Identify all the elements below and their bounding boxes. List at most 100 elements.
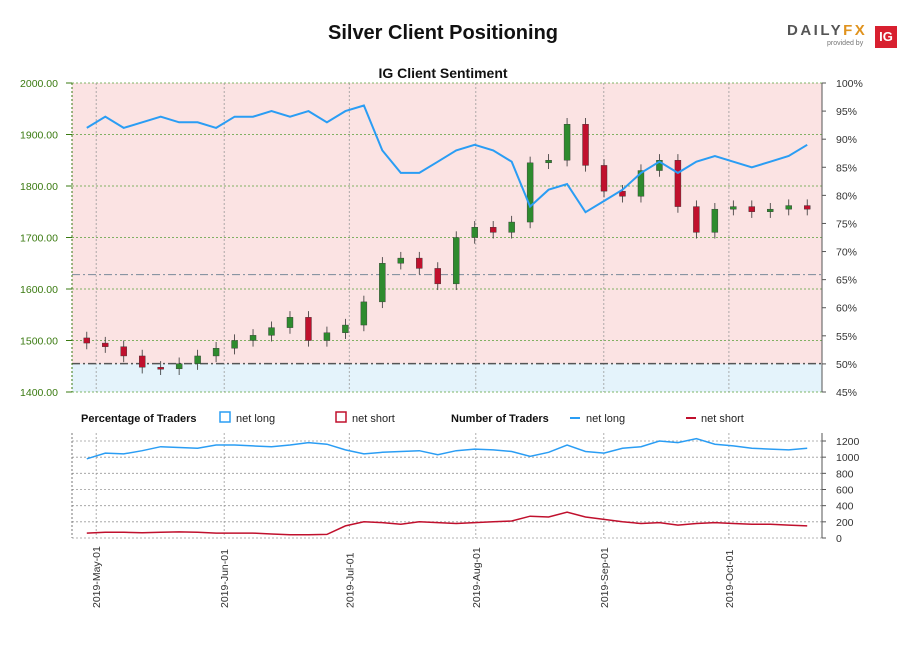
legend: Percentage of Traders net long net short…	[81, 411, 744, 425]
candle-body	[453, 237, 460, 285]
date-tick-label: 2019-Jun-01	[219, 549, 231, 608]
traders-tick-label: 200	[836, 517, 854, 529]
percent-tick-label: 100%	[836, 78, 863, 90]
logo-wordmark: DAILYFX	[787, 22, 868, 39]
date-tick-label: 2019-May-01	[91, 546, 103, 608]
date-tick-label: 2019-Oct-01	[724, 549, 736, 608]
traders-tick-label: 0	[836, 533, 842, 545]
percent-tick-label: 80%	[836, 190, 857, 202]
candle-body	[619, 190, 626, 197]
candle-body	[175, 363, 183, 370]
traders-axis-labels: 1200 1000 800 600 400 200 0	[822, 436, 860, 545]
legend-pct-title: Percentage of Traders	[81, 413, 197, 425]
dailyfx-logo: DAILYFX provided by IG	[787, 22, 899, 50]
net-short-area	[72, 83, 822, 364]
traders-tick-label: 1200	[836, 436, 860, 448]
candle-body	[416, 257, 423, 269]
date-tick-label: 2019-Aug-01	[471, 547, 483, 608]
candle-body	[138, 355, 146, 368]
candle-body	[102, 342, 109, 347]
percent-tick-label: 65%	[836, 275, 857, 287]
percent-tick-label: 60%	[836, 303, 857, 315]
candle-body	[767, 208, 774, 212]
panel-subtitle: IG Client Sentiment	[378, 65, 507, 81]
candle-body	[379, 263, 386, 303]
traders-tick-label: 400	[836, 501, 854, 513]
percent-tick-label: 95%	[836, 106, 857, 118]
candle-body	[785, 205, 792, 210]
candle-body	[804, 205, 811, 210]
net-long-traders-line	[86, 437, 808, 460]
ig-badge: IG	[875, 26, 897, 48]
candle-body	[748, 206, 756, 212]
date-tick-label: 2019-Jul-01	[344, 552, 356, 608]
candle-body	[397, 257, 405, 264]
price-tick-label: 1500.00	[20, 336, 58, 348]
candle-body	[157, 367, 164, 370]
net-long-area	[72, 363, 822, 392]
vertical-gridlines	[95, 83, 730, 538]
candle-body	[508, 221, 515, 233]
candle-body	[83, 337, 90, 344]
chart-title: Silver Client Positioning	[327, 22, 559, 44]
percent-tick-label: 50%	[836, 359, 857, 371]
percent-tick-label: 45%	[836, 387, 857, 399]
candle-body	[434, 268, 441, 285]
candle-body	[471, 226, 478, 238]
legend-pct-long-label: net long	[236, 413, 275, 425]
bottom-gridlines	[72, 440, 822, 539]
candle-body	[730, 206, 737, 210]
legend-num-title: Number of Traders	[451, 413, 549, 425]
percent-tick-label: 55%	[836, 331, 857, 343]
legend-pct-long-swatch	[219, 411, 231, 423]
candle-body	[286, 317, 294, 328]
net-long-percentage-line	[86, 104, 808, 214]
top-gridlines	[72, 82, 822, 393]
candle-body	[360, 301, 368, 326]
candle-body	[526, 162, 534, 223]
candle-body	[212, 348, 220, 357]
candle-body	[674, 160, 682, 207]
price-candles	[83, 118, 811, 376]
candle-body	[342, 324, 349, 333]
candle-body	[600, 165, 608, 192]
candle-body	[563, 123, 571, 161]
percent-tick-label: 75%	[836, 218, 857, 230]
traders-tick-label: 800	[836, 468, 854, 480]
traders-tick-label: 1000	[836, 452, 860, 464]
traders-tick-label: 600	[836, 485, 854, 497]
candle-body	[489, 226, 497, 233]
percent-tick-label: 85%	[836, 162, 857, 174]
price-tick-label: 1700.00	[20, 233, 58, 245]
price-axis-labels: 2000.00 1900.00 1800.00 1700.00 1600.00 1500.…	[20, 78, 72, 399]
logo-provided-by: provided by	[827, 40, 864, 47]
legend-num-long-label: net long	[586, 413, 625, 425]
legend-num-short-label: net short	[701, 413, 744, 425]
percent-tick-label: 90%	[836, 134, 857, 146]
percent-axis-labels: 100% 95% 90% 85% 80% 75% 70% 65% 60% 55% 50% 45%	[822, 78, 863, 399]
candle-body	[582, 123, 589, 166]
date-tick-label: 2019-Sep-01	[599, 547, 611, 608]
price-tick-label: 1600.00	[20, 284, 58, 296]
percent-tick-label: 70%	[836, 247, 857, 259]
net-short-traders-line	[86, 511, 808, 536]
candle-body	[711, 208, 719, 233]
candle-body	[693, 206, 700, 233]
candle-body	[231, 340, 238, 349]
candle-body	[656, 160, 663, 171]
candle-body	[268, 327, 275, 336]
candle-body	[323, 332, 331, 341]
candle-body	[249, 335, 257, 341]
price-tick-label: 1400.00	[20, 387, 58, 399]
candle-body	[194, 355, 201, 364]
candle-body	[305, 317, 312, 341]
date-axis-labels: 2019-May-01 2019-Jun-01 2019-Jul-01 2019-Au…	[91, 546, 736, 608]
candle-body	[545, 160, 552, 164]
legend-pct-short-label: net short	[352, 413, 395, 425]
price-tick-label: 1800.00	[20, 181, 58, 193]
price-tick-label: 1900.00	[20, 130, 58, 142]
legend-pct-short-swatch	[335, 411, 347, 423]
candle-body	[120, 346, 127, 357]
price-tick-label: 2000.00	[20, 78, 58, 90]
